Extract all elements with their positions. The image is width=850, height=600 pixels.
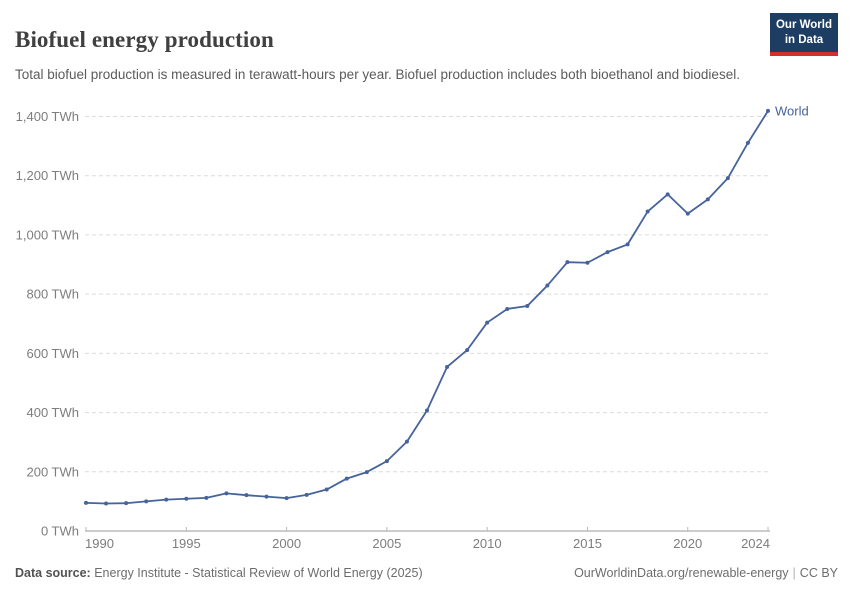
data-source: Data source: Energy Institute - Statisti… — [15, 566, 423, 580]
svg-text:1,200 TWh: 1,200 TWh — [16, 168, 79, 183]
svg-text:2010: 2010 — [473, 536, 502, 551]
svg-text:0 TWh: 0 TWh — [41, 524, 79, 539]
svg-text:2005: 2005 — [372, 536, 401, 551]
chart-footer: Data source: Energy Institute - Statisti… — [15, 566, 838, 580]
svg-text:2015: 2015 — [573, 536, 602, 551]
chart-subtitle: Total biofuel production is measured in … — [15, 66, 740, 82]
svg-text:800 TWh: 800 TWh — [26, 287, 79, 302]
svg-text:400 TWh: 400 TWh — [26, 405, 79, 420]
owid-url-link[interactable]: OurWorldinData.org/renewable-energy — [574, 566, 789, 580]
svg-text:1,400 TWh: 1,400 TWh — [16, 109, 79, 124]
data-source-text: Energy Institute - Statistical Review of… — [94, 566, 423, 580]
svg-text:1995: 1995 — [172, 536, 201, 551]
owid-logo-line2: in Data — [784, 33, 824, 46]
footer-links: OurWorldinData.org/renewable-energy | CC B… — [574, 566, 838, 580]
owid-logo-line1: Our World — [775, 19, 832, 31]
footer-separator: | — [792, 566, 796, 580]
chart-title: Biofuel energy production — [15, 27, 274, 53]
y-axis-labels: 0 TWh 200 TWh 400 TWh 600 TWh 800 TWh 1,000 T… — [16, 109, 79, 538]
license-link[interactable]: CC BY — [799, 566, 838, 580]
svg-text:200 TWh: 200 TWh — [26, 464, 79, 479]
svg-text:600 TWh: 600 TWh — [26, 346, 79, 361]
svg-text:1,000 TWh: 1,000 TWh — [16, 227, 79, 242]
world-markers[interactable] — [84, 108, 770, 506]
svg-text:2024: 2024 — [741, 536, 770, 551]
world-line[interactable] — [85, 110, 769, 505]
svg-text:2000: 2000 — [272, 536, 301, 551]
owid-logo[interactable]: Our World in Data — [770, 13, 838, 56]
svg-text:1990: 1990 — [85, 536, 114, 551]
data-source-label: Data source: — [15, 566, 91, 580]
svg-text:2020: 2020 — [673, 536, 702, 551]
y-gridlines — [85, 116, 770, 473]
x-axis-labels: 1990 1995 2000 2005 2010 2015 2020 2024 — [85, 536, 770, 551]
world-series-label[interactable]: World — [775, 103, 809, 118]
x-axis — [85, 527, 770, 532]
